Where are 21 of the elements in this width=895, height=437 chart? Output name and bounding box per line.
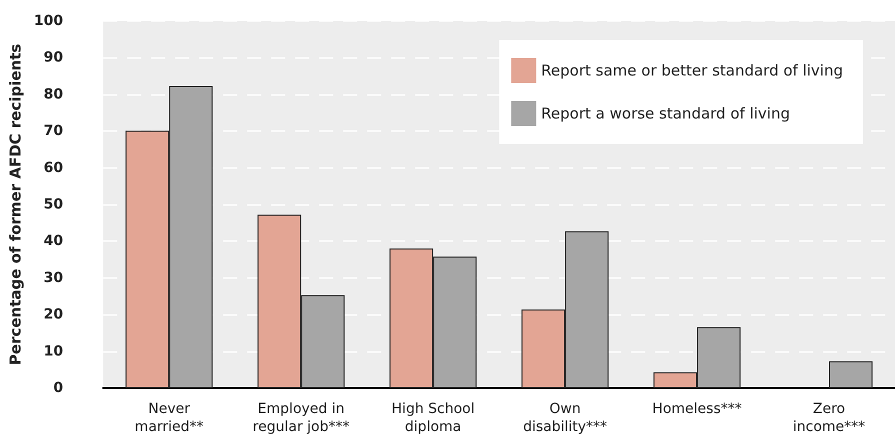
y-axis-title: Percentage of former AFDC recipients bbox=[6, 44, 24, 366]
x-tick-label: Own disability*** bbox=[523, 401, 608, 435]
legend-label: Report same or better standard of living bbox=[541, 62, 844, 80]
y-tick-label: 60 bbox=[44, 160, 64, 176]
bar bbox=[829, 361, 873, 388]
y-tick-label: 30 bbox=[44, 270, 64, 286]
y-tick-label: 80 bbox=[44, 86, 64, 102]
x-tick-label: Never married** bbox=[134, 401, 204, 435]
x-tick-label: Homeless*** bbox=[652, 401, 742, 417]
y-tick-label: 70 bbox=[44, 123, 64, 140]
y-tick-label: 50 bbox=[44, 196, 64, 212]
x-tick-label: Employed in regular job*** bbox=[252, 401, 350, 435]
x-tick-label: Zero income*** bbox=[792, 401, 866, 435]
y-tick-label: 100 bbox=[34, 13, 64, 29]
y-tick-label: 10 bbox=[44, 343, 64, 360]
y-tick-label: 20 bbox=[44, 306, 64, 323]
y-tick-label: 40 bbox=[44, 233, 64, 250]
y-tick-label: 0 bbox=[53, 380, 64, 396]
legend-label: Report a worse standard of living bbox=[541, 104, 790, 122]
x-tick-label: High School diploma bbox=[392, 401, 475, 435]
y-tick-label: 90 bbox=[44, 50, 64, 66]
